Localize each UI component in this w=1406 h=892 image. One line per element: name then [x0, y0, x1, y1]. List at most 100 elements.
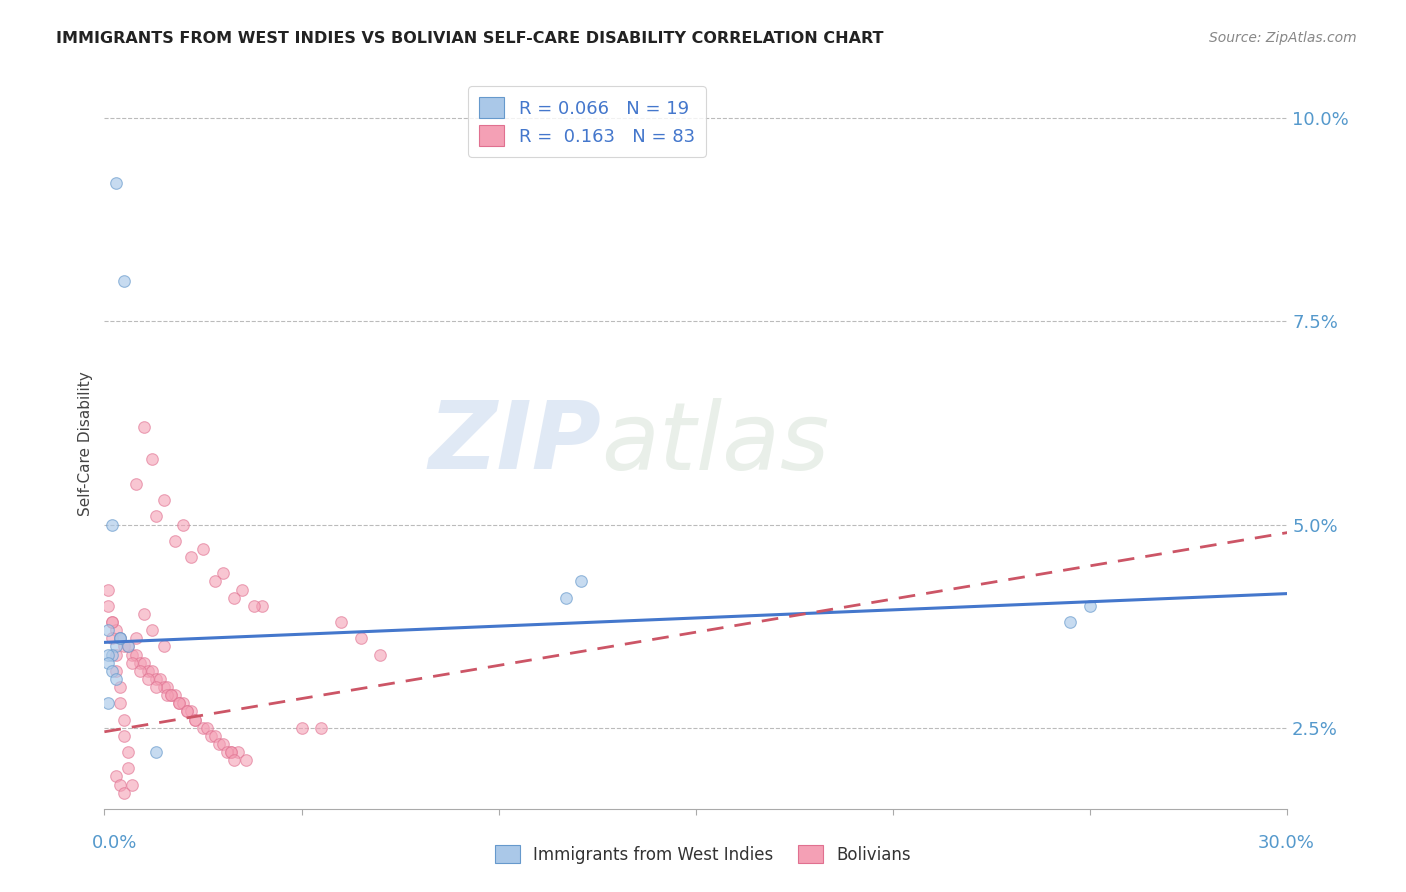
Point	[132, 420, 155, 434]
Point	[97, 582, 120, 597]
Text: IMMIGRANTS FROM WEST INDIES VS BOLIVIAN SELF-CARE DISABILITY CORRELATION CHART: IMMIGRANTS FROM WEST INDIES VS BOLIVIAN …	[56, 31, 884, 46]
Point	[97, 623, 120, 637]
Point	[101, 664, 124, 678]
Point	[105, 623, 128, 637]
Point	[108, 778, 131, 792]
Point	[132, 656, 155, 670]
Point	[172, 696, 194, 710]
Point	[152, 680, 174, 694]
Point	[125, 476, 148, 491]
Point	[176, 705, 198, 719]
Point	[105, 176, 128, 190]
Point	[145, 509, 167, 524]
Point	[141, 623, 163, 637]
Point	[108, 632, 131, 646]
Point	[156, 680, 179, 694]
Point	[191, 721, 214, 735]
Point	[219, 745, 242, 759]
Point	[108, 696, 131, 710]
Point	[101, 632, 124, 646]
Point	[108, 632, 131, 646]
Y-axis label: Self-Care Disability: Self-Care Disability	[79, 371, 93, 516]
Point	[105, 648, 128, 662]
Text: atlas: atlas	[602, 398, 830, 489]
Point	[125, 648, 148, 662]
Point	[224, 753, 246, 767]
Point	[231, 582, 253, 597]
Point	[180, 549, 202, 564]
Point	[121, 778, 143, 792]
Point	[112, 274, 135, 288]
Point	[204, 729, 226, 743]
Point	[160, 688, 183, 702]
Point	[195, 721, 218, 735]
Point	[112, 786, 135, 800]
Point	[125, 632, 148, 646]
Text: Source: ZipAtlas.com: Source: ZipAtlas.com	[1209, 31, 1357, 45]
Point	[97, 648, 120, 662]
Point	[169, 696, 191, 710]
Point	[128, 664, 150, 678]
Text: 30.0%: 30.0%	[1258, 834, 1315, 852]
Point	[145, 672, 167, 686]
Point	[121, 648, 143, 662]
Point	[211, 737, 233, 751]
Point	[97, 696, 120, 710]
Point	[117, 640, 139, 654]
Point	[309, 721, 332, 735]
Point	[250, 599, 273, 613]
Point	[219, 745, 242, 759]
Point	[105, 664, 128, 678]
Legend: R = 0.066   N = 19, R =  0.163   N = 83: R = 0.066 N = 19, R = 0.163 N = 83	[468, 87, 706, 157]
Point	[160, 688, 183, 702]
Point	[184, 713, 207, 727]
Point	[1059, 615, 1081, 629]
Point	[200, 729, 222, 743]
Point	[152, 640, 174, 654]
Point	[243, 599, 266, 613]
Point	[117, 761, 139, 775]
Point	[224, 591, 246, 605]
Point	[235, 753, 257, 767]
Point	[180, 705, 202, 719]
Point	[554, 591, 576, 605]
Point	[112, 713, 135, 727]
Point	[112, 729, 135, 743]
Point	[101, 648, 124, 662]
Point	[121, 656, 143, 670]
Point	[105, 672, 128, 686]
Point	[148, 672, 170, 686]
Point	[101, 615, 124, 629]
Text: 0.0%: 0.0%	[91, 834, 136, 852]
Point	[169, 696, 191, 710]
Point	[117, 640, 139, 654]
Point	[136, 672, 159, 686]
Point	[141, 664, 163, 678]
Point	[97, 599, 120, 613]
Point	[105, 770, 128, 784]
Point	[329, 615, 352, 629]
Point	[156, 688, 179, 702]
Point	[172, 517, 194, 532]
Point	[101, 517, 124, 532]
Point	[215, 745, 238, 759]
Point	[204, 574, 226, 589]
Point	[108, 632, 131, 646]
Point	[350, 632, 373, 646]
Point	[108, 680, 131, 694]
Point	[571, 574, 593, 589]
Point	[1078, 599, 1101, 613]
Point	[165, 688, 187, 702]
Point	[191, 541, 214, 556]
Point	[117, 745, 139, 759]
Text: ZIP: ZIP	[429, 397, 602, 489]
Point	[132, 607, 155, 621]
Point	[184, 713, 207, 727]
Point	[141, 452, 163, 467]
Point	[112, 640, 135, 654]
Point	[145, 680, 167, 694]
Point	[136, 664, 159, 678]
Point	[152, 493, 174, 508]
Point	[211, 566, 233, 581]
Point	[165, 533, 187, 548]
